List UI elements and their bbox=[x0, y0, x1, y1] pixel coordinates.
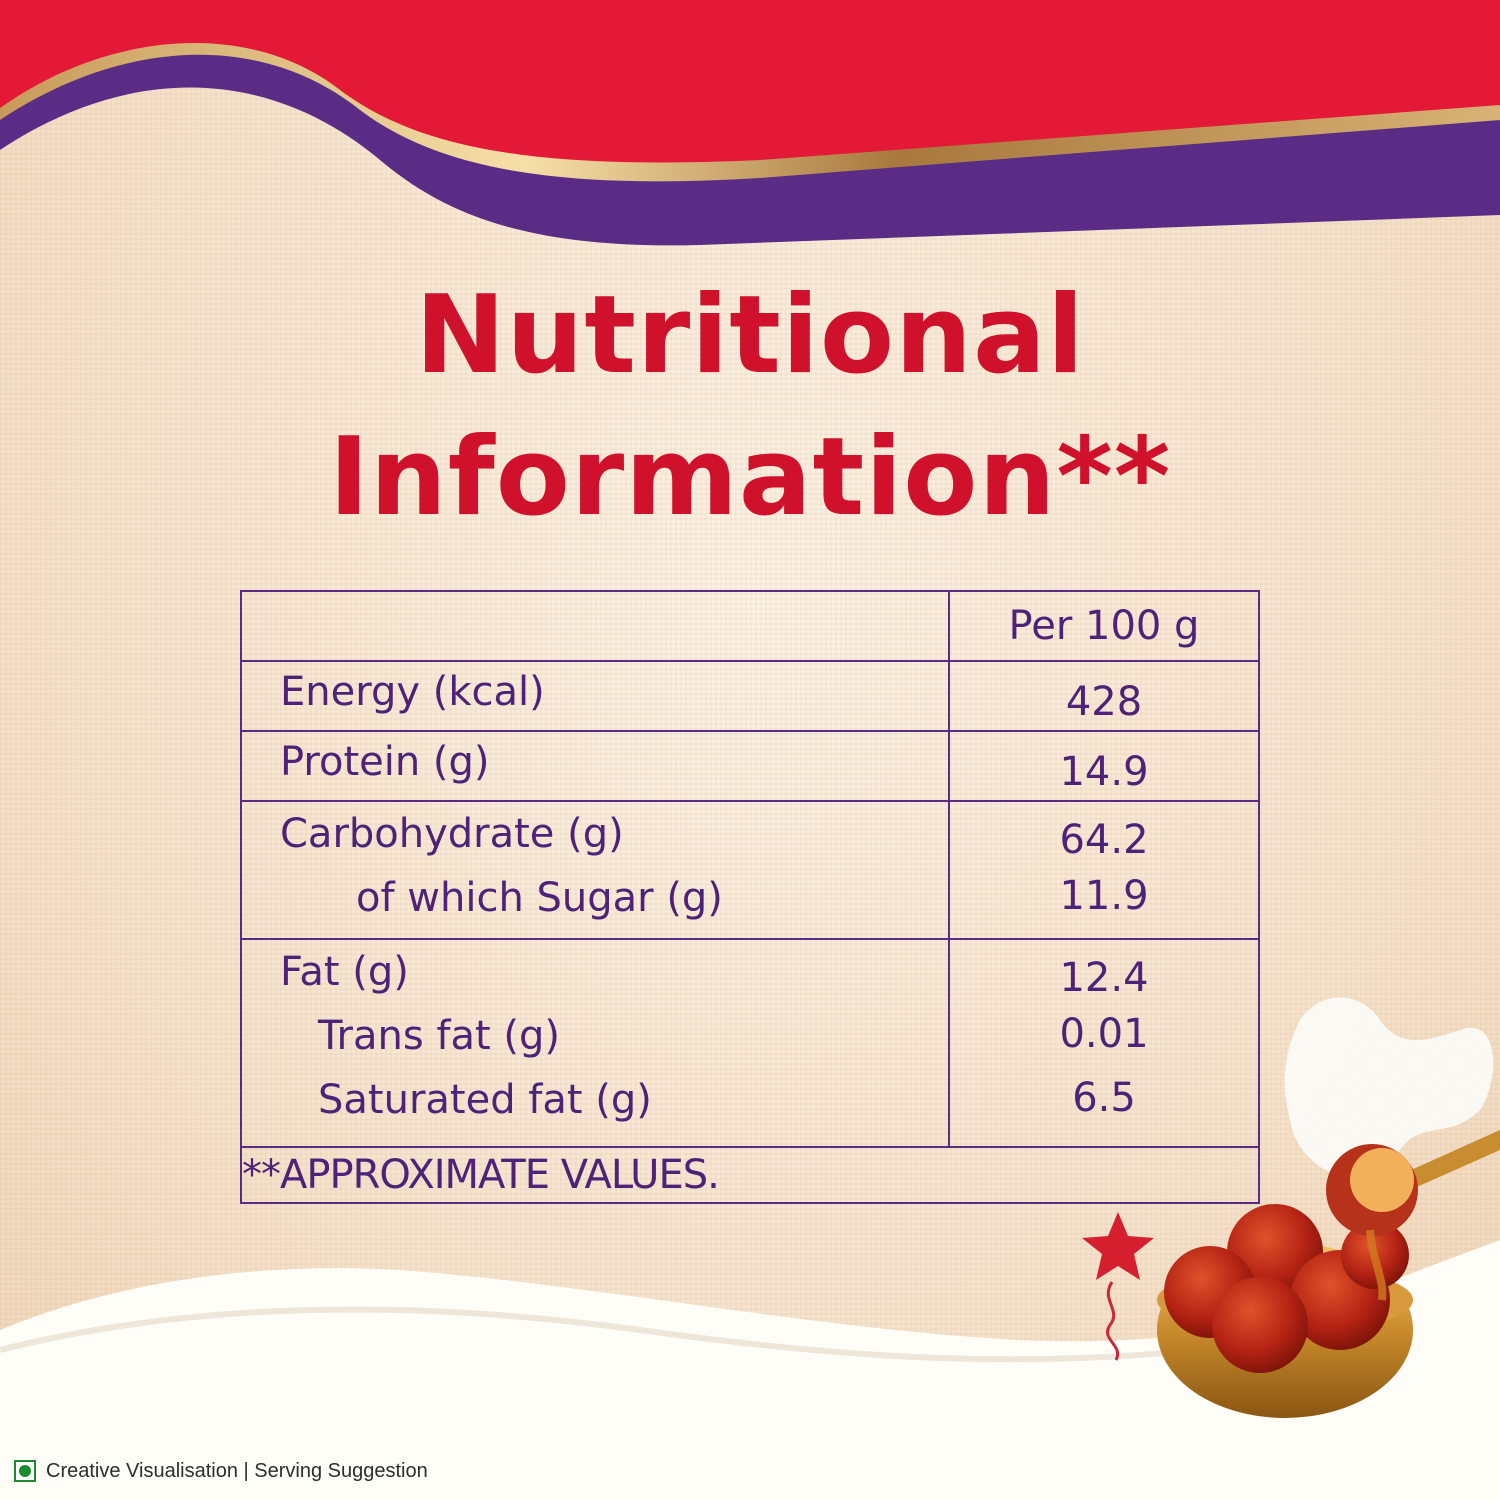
footer-text: Creative Visualisation | Serving Suggest… bbox=[46, 1459, 428, 1482]
nutrient-value: 6.5 bbox=[1072, 1075, 1136, 1121]
footer: Creative Visualisation | Serving Suggest… bbox=[14, 1456, 428, 1486]
page-title-line1: Nutritional bbox=[415, 273, 1085, 398]
table-row: Energy (kcal) 428 bbox=[240, 660, 1260, 732]
nutrient-value: 11.9 bbox=[1059, 873, 1149, 919]
header-empty-cell bbox=[240, 590, 950, 662]
table-row: Carbohydrate (g) of which Sugar (g) 64.2… bbox=[240, 800, 1260, 940]
red-band bbox=[0, 0, 1500, 163]
nutrient-value: 428 bbox=[1065, 679, 1143, 725]
column-header: Per 100 g bbox=[948, 590, 1260, 662]
milk-wave bbox=[0, 1240, 1500, 1500]
milk-splash bbox=[1284, 997, 1494, 1179]
veg-mark-icon bbox=[14, 1460, 36, 1482]
nutrient-sublabel: Saturated fat (g) bbox=[318, 1077, 652, 1123]
nutrient-value: 12.4 bbox=[1059, 955, 1149, 1001]
nutrient-value: 14.9 bbox=[1059, 749, 1149, 795]
footnote: **APPROXIMATE VALUES. bbox=[242, 1152, 720, 1198]
nutrient-label: Carbohydrate (g) bbox=[280, 811, 624, 857]
star-icon bbox=[1082, 1212, 1154, 1280]
nutrient-value: 0.01 bbox=[1059, 1011, 1149, 1057]
table-footnote-row: **APPROXIMATE VALUES. bbox=[240, 1146, 1260, 1204]
table-row: Fat (g) Trans fat (g) Saturated fat (g) … bbox=[240, 938, 1260, 1148]
table-header-row: Per 100 g bbox=[240, 590, 1260, 662]
nutrient-label: Energy (kcal) bbox=[280, 669, 545, 715]
nutrient-value: 64.2 bbox=[1059, 817, 1149, 863]
nutrient-label: Fat (g) bbox=[280, 949, 409, 995]
nutrient-sublabel: of which Sugar (g) bbox=[356, 875, 723, 921]
nutrition-table: Per 100 g Energy (kcal) 428 Protein (g) … bbox=[240, 590, 1260, 1204]
page-title-line2: Information** bbox=[328, 415, 1172, 540]
table-row: Protein (g) 14.9 bbox=[240, 730, 1260, 802]
nutrient-label: Protein (g) bbox=[280, 739, 490, 785]
nutrient-sublabel: Trans fat (g) bbox=[318, 1013, 561, 1059]
